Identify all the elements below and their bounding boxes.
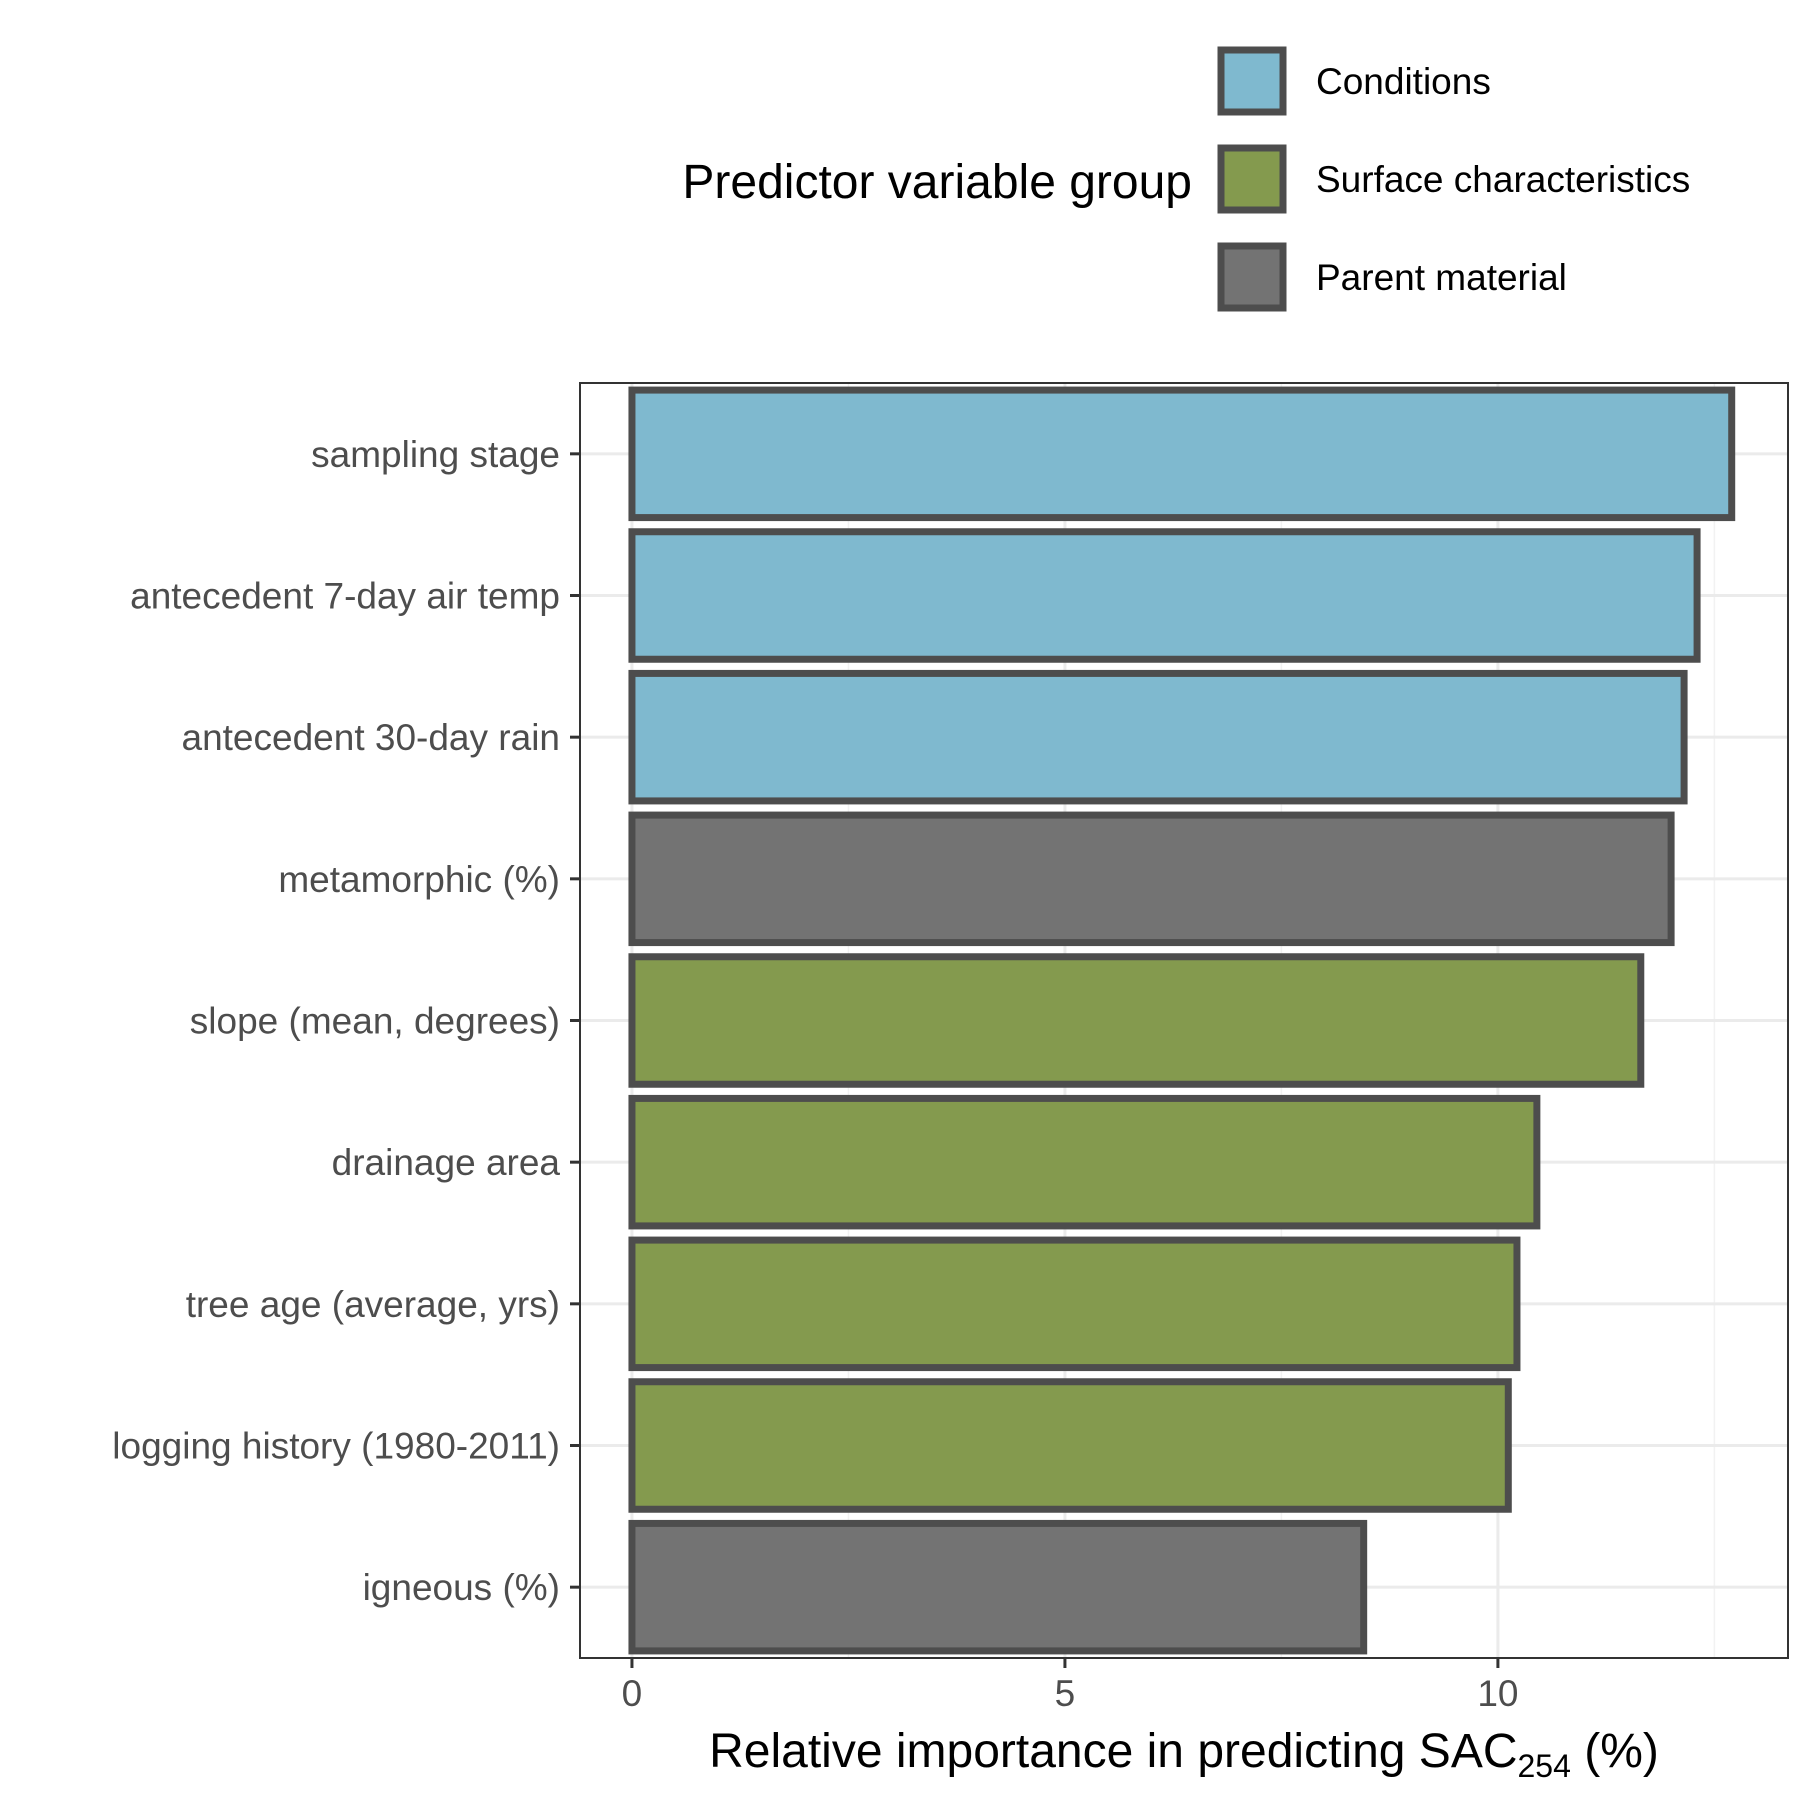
legend-key — [1217, 46, 1287, 116]
bar — [628, 386, 1736, 522]
x-axis-title-subscript: 254 — [1518, 1748, 1571, 1784]
y-tick-label: drainage area — [332, 1142, 561, 1183]
y-tick-label: tree age (average, yrs) — [186, 1284, 560, 1325]
y-tick-label: sampling stage — [311, 434, 560, 475]
x-axis-title-suffix: (%) — [1571, 1725, 1659, 1778]
x-tick-label: 10 — [1477, 1673, 1518, 1714]
bars — [628, 386, 1736, 1655]
y-tick-label: metamorphic (%) — [278, 859, 560, 900]
bar — [628, 669, 1688, 805]
legend-key — [1217, 242, 1287, 312]
bar — [628, 953, 1645, 1088]
x-axis-title: Relative importance in predicting SAC254… — [709, 1725, 1659, 1784]
legend-label: Surface characteristics — [1316, 159, 1690, 200]
legend: Predictor variable group Conditions Surfa… — [682, 46, 1690, 312]
x-tick-label: 5 — [1055, 1673, 1076, 1714]
bar — [628, 1094, 1541, 1230]
x-axis: 0 5 10 — [622, 1658, 1518, 1714]
y-tick-label: igneous (%) — [363, 1567, 560, 1608]
y-tick-label: slope (mean, degrees) — [190, 1001, 560, 1042]
bar — [628, 1519, 1368, 1655]
x-tick-label: 0 — [622, 1673, 643, 1714]
y-axis: sampling stage antecedent 7-day air temp a… — [112, 434, 580, 1608]
y-tick-label: logging history (1980-2011) — [112, 1426, 560, 1467]
legend-label: Conditions — [1316, 61, 1491, 102]
y-tick-label: antecedent 7-day air temp — [130, 576, 560, 617]
y-tick-label: antecedent 30-day rain — [182, 717, 561, 758]
legend-key — [1217, 144, 1287, 214]
bar — [628, 1236, 1521, 1372]
bar — [628, 811, 1675, 947]
bar — [628, 1378, 1512, 1513]
x-axis-title-main: Relative importance in predicting SAC — [709, 1725, 1517, 1778]
bar — [628, 528, 1701, 663]
legend-title: Predictor variable group — [682, 156, 1192, 209]
legend-label: Parent material — [1316, 257, 1567, 298]
